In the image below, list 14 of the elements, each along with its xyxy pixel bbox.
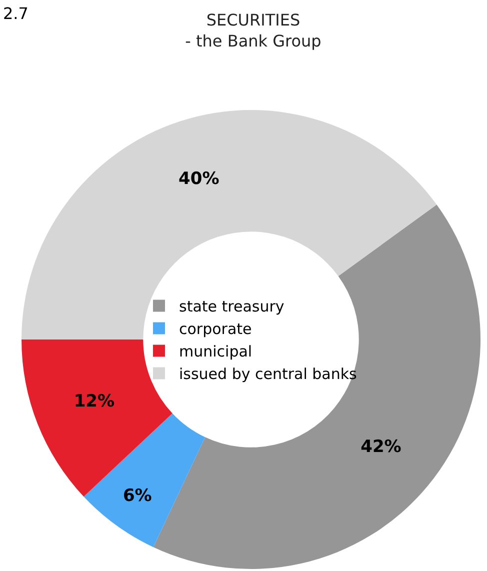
legend-label: corporate (179, 320, 252, 338)
text: 2.7 (3, 4, 28, 23)
data-label: 42% (360, 437, 402, 458)
chart-title: SECURITIES (206, 10, 300, 30)
legend-label: municipal (179, 342, 252, 361)
data-label: 6% (122, 486, 152, 506)
legend-label: issued by central banks (179, 365, 358, 384)
legend-label: state treasury (179, 298, 284, 316)
donut-slice (84, 413, 206, 548)
donut-slice (22, 110, 437, 340)
data-label: 12% (74, 392, 115, 412)
donut-slice (153, 204, 480, 569)
data-label: 40% (178, 169, 220, 190)
chart-subtitle: - the Bank Group (185, 31, 322, 50)
